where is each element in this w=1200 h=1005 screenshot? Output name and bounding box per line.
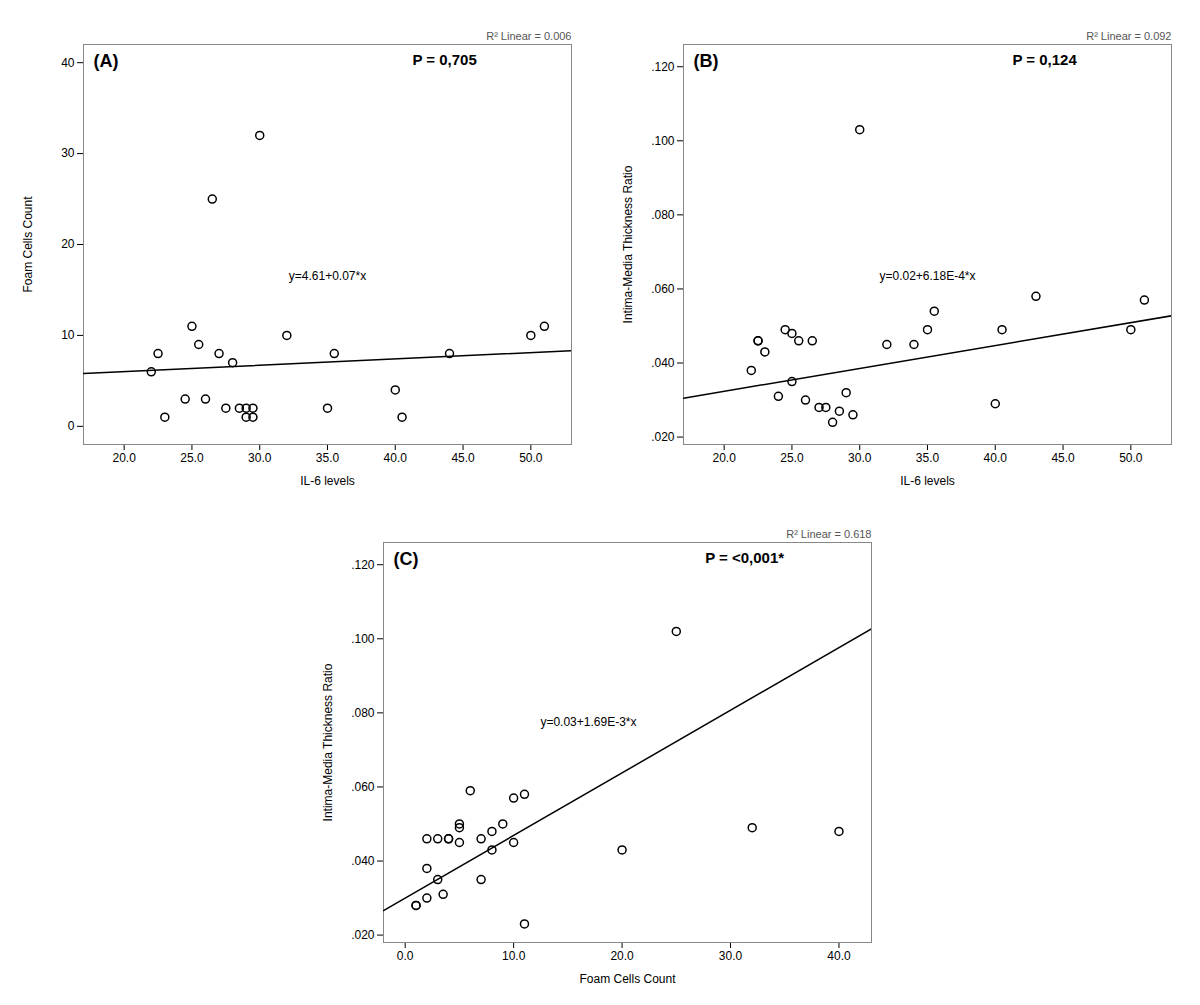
svg-text:20.0: 20.0 xyxy=(712,451,736,465)
svg-text:.020: .020 xyxy=(651,430,675,444)
svg-text:40.0: 40.0 xyxy=(984,451,1008,465)
svg-text:.120: .120 xyxy=(351,558,375,572)
svg-text:40.0: 40.0 xyxy=(827,949,851,963)
svg-text:IL-6 levels: IL-6 levels xyxy=(300,474,355,488)
svg-text:Intima-Media Thickness Ratio: Intima-Media Thickness Ratio xyxy=(321,663,335,821)
svg-text:20: 20 xyxy=(61,237,75,251)
svg-text:P = 0,705: P = 0,705 xyxy=(412,51,476,68)
svg-text:0: 0 xyxy=(68,419,75,433)
svg-text:.120: .120 xyxy=(651,60,675,74)
svg-text:10.0: 10.0 xyxy=(502,949,526,963)
svg-text:Intima-Media Thickness Ratio: Intima-Media Thickness Ratio xyxy=(621,165,635,323)
svg-text:.100: .100 xyxy=(351,632,375,646)
svg-text:30.0: 30.0 xyxy=(848,451,872,465)
svg-text:.080: .080 xyxy=(651,208,675,222)
svg-text:.040: .040 xyxy=(651,356,675,370)
svg-text:35.0: 35.0 xyxy=(916,451,940,465)
svg-text:10: 10 xyxy=(61,328,75,342)
svg-text:(B): (B) xyxy=(694,51,719,71)
svg-text:25.0: 25.0 xyxy=(780,451,804,465)
svg-text:R² Linear = 0.006: R² Linear = 0.006 xyxy=(486,30,571,42)
svg-text:40.0: 40.0 xyxy=(384,451,408,465)
svg-text:30: 30 xyxy=(61,146,75,160)
svg-text:y=0.02+6.18E-4*x: y=0.02+6.18E-4*x xyxy=(879,269,975,283)
svg-text:.100: .100 xyxy=(651,134,675,148)
svg-text:(A): (A) xyxy=(94,51,119,71)
svg-text:.040: .040 xyxy=(351,854,375,868)
svg-text:y=4.61+0.07*x: y=4.61+0.07*x xyxy=(289,269,366,283)
svg-text:50.0: 50.0 xyxy=(519,451,543,465)
svg-text:P = 0,124: P = 0,124 xyxy=(1012,51,1077,68)
svg-text:20.0: 20.0 xyxy=(610,949,634,963)
svg-text:(C): (C) xyxy=(394,549,419,569)
svg-text:45.0: 45.0 xyxy=(1051,451,1075,465)
svg-text:0.0: 0.0 xyxy=(397,949,414,963)
svg-text:.060: .060 xyxy=(351,780,375,794)
svg-text:y=0.03+1.69E-3*x: y=0.03+1.69E-3*x xyxy=(540,715,636,729)
svg-text:50.0: 50.0 xyxy=(1119,451,1143,465)
svg-text:IL-6 levels: IL-6 levels xyxy=(900,474,955,488)
svg-text:25.0: 25.0 xyxy=(180,451,204,465)
svg-text:Foam Cells Count: Foam Cells Count xyxy=(579,972,676,986)
svg-text:30.0: 30.0 xyxy=(719,949,743,963)
svg-text:.020: .020 xyxy=(351,928,375,942)
svg-text:45.0: 45.0 xyxy=(451,451,475,465)
svg-text:P = <0,001*: P = <0,001* xyxy=(705,549,784,566)
svg-text:40: 40 xyxy=(61,56,75,70)
svg-text:35.0: 35.0 xyxy=(316,451,340,465)
svg-text:.060: .060 xyxy=(651,282,675,296)
svg-text:.080: .080 xyxy=(351,706,375,720)
svg-text:R² Linear = 0.618: R² Linear = 0.618 xyxy=(786,528,871,540)
svg-text:30.0: 30.0 xyxy=(248,451,272,465)
svg-text:20.0: 20.0 xyxy=(112,451,136,465)
svg-text:Foam Cells Count: Foam Cells Count xyxy=(21,196,35,293)
svg-text:R² Linear = 0.092: R² Linear = 0.092 xyxy=(1086,30,1171,42)
